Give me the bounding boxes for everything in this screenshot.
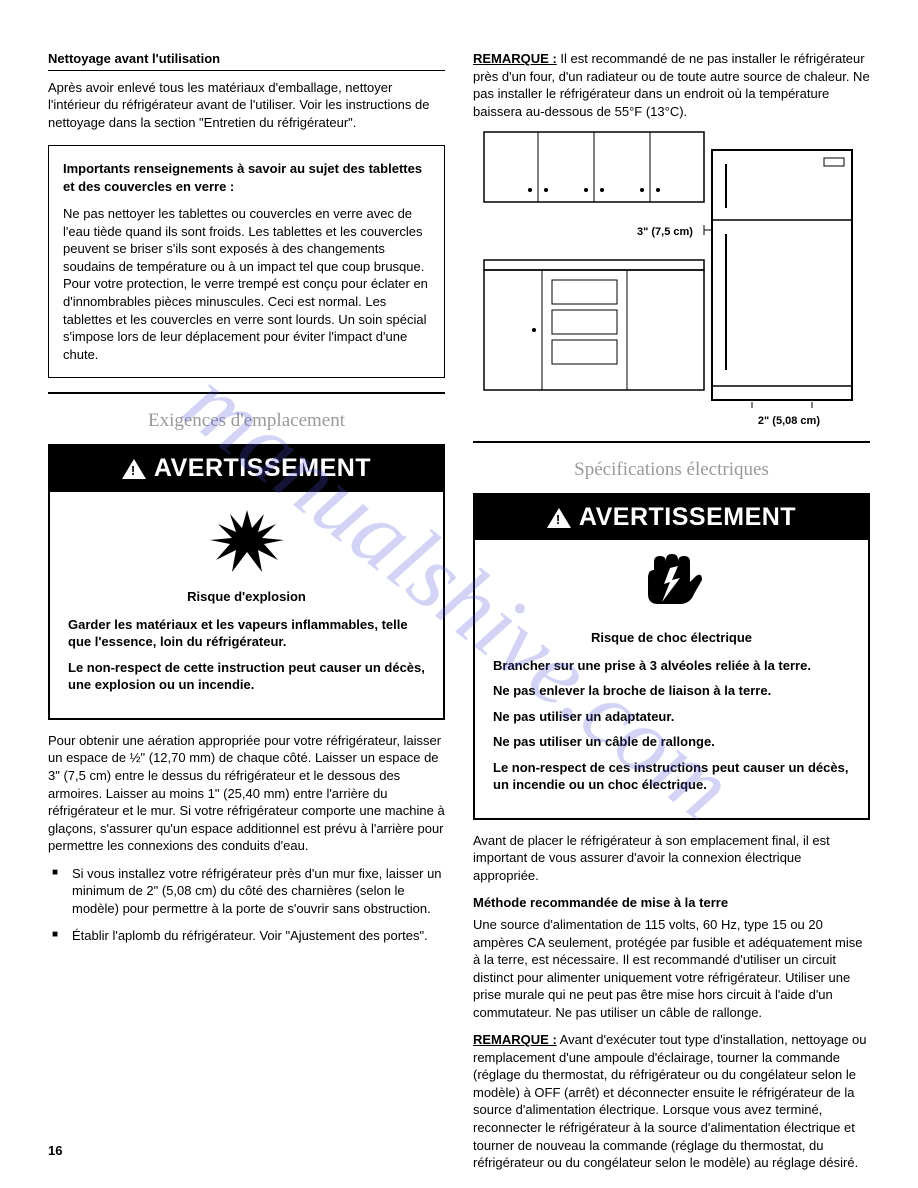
- remarque-2-label: REMARQUE :: [473, 1032, 557, 1047]
- remarque-2: REMARQUE : Avant d'exécuter tout type d'…: [473, 1031, 870, 1171]
- explosion-icon: [208, 506, 286, 572]
- page-number: 16: [48, 1142, 62, 1160]
- right-column: REMARQUE : Il est recommandé de ne pas i…: [473, 50, 870, 1182]
- diagram-side-label: 3" (7,5 cm): [637, 226, 693, 238]
- bullet-item-2: Établir l'aplomb du réfrigérateur. Voir …: [52, 927, 445, 945]
- left-column: Nettoyage avant l'utilisation Après avoi…: [48, 50, 445, 1182]
- glass-info-title: Importants renseignements à savoir au su…: [63, 160, 430, 195]
- explosion-line2: Le non-respect de cette instruction peut…: [68, 659, 425, 694]
- shock-icon-area: [475, 540, 868, 623]
- remarque-1-label: REMARQUE :: [473, 51, 557, 66]
- warning-triangle-icon-2: [547, 508, 571, 528]
- electrical-spec-heading: Spécifications électriques: [473, 457, 870, 483]
- remarque-1: REMARQUE : Il est recommandé de ne pas i…: [473, 50, 870, 120]
- warning-explosion-header: AVERTISSEMENT: [50, 446, 443, 492]
- shock-line2: Ne pas enlever la broche de liaison à la…: [493, 682, 850, 700]
- divider-2: [473, 441, 870, 443]
- warning-explosion-body: Risque d'explosion Garder les matériaux …: [50, 582, 443, 718]
- explosion-icon-area: [50, 492, 443, 583]
- shock-line1: Brancher sur une prise à 3 alvéoles reli…: [493, 657, 850, 675]
- glass-info-body: Ne pas nettoyer les tablettes ou couverc…: [63, 205, 430, 363]
- shock-line3: Ne pas utiliser un adaptateur.: [493, 708, 850, 726]
- warning-shock-header-text: AVERTISSEMENT: [579, 501, 796, 535]
- explosion-risk-title: Risque d'explosion: [68, 588, 425, 606]
- shock-risk-title: Risque de choc électrique: [493, 629, 850, 647]
- divider: [48, 392, 445, 394]
- location-requirements-heading: Exigences d'emplacement: [48, 408, 445, 434]
- grounding-method-heading: Méthode recommandée de mise à la terre: [473, 894, 870, 912]
- warning-shock-header: AVERTISSEMENT: [475, 495, 868, 541]
- shock-hand-icon: [640, 554, 704, 612]
- cleaning-body: Après avoir enlevé tous les matériaux d'…: [48, 79, 445, 132]
- ventilation-para: Pour obtenir une aération appropriée pou…: [48, 732, 445, 855]
- warning-shock-box: AVERTISSEMENT Risque de choc électrique …: [473, 493, 870, 820]
- fridge-installation-diagram: 3" (7,5 cm): [482, 130, 862, 410]
- grounding-method-body: Une source d'alimentation de 115 volts, …: [473, 916, 870, 1021]
- warning-explosion-header-text: AVERTISSEMENT: [154, 452, 371, 486]
- bullet-list: Si vous installez votre réfrigérateur pr…: [48, 865, 445, 945]
- warning-shock-body: Risque de choc électrique Brancher sur u…: [475, 623, 868, 818]
- glass-info-box: Importants renseignements à savoir au su…: [48, 145, 445, 378]
- warning-explosion-box: AVERTISSEMENT Risque d'explosion Garder …: [48, 444, 445, 720]
- remarque-2-body: Avant d'exécuter tout type d'installatio…: [473, 1032, 867, 1170]
- shock-line5: Le non-respect de ces instructions peut …: [493, 759, 850, 794]
- cleaning-heading: Nettoyage avant l'utilisation: [48, 50, 445, 71]
- diagram-bottom-label: 2" (5,08 cm): [473, 414, 870, 429]
- two-column-layout: Nettoyage avant l'utilisation Après avoi…: [48, 50, 870, 1182]
- shock-line4: Ne pas utiliser un câble de rallonge.: [493, 733, 850, 751]
- warning-triangle-icon: [122, 459, 146, 479]
- explosion-line1: Garder les matériaux et les vapeurs infl…: [68, 616, 425, 651]
- bullet-item-1: Si vous installez votre réfrigérateur pr…: [52, 865, 445, 918]
- before-placing-para: Avant de placer le réfrigérateur à son e…: [473, 832, 870, 885]
